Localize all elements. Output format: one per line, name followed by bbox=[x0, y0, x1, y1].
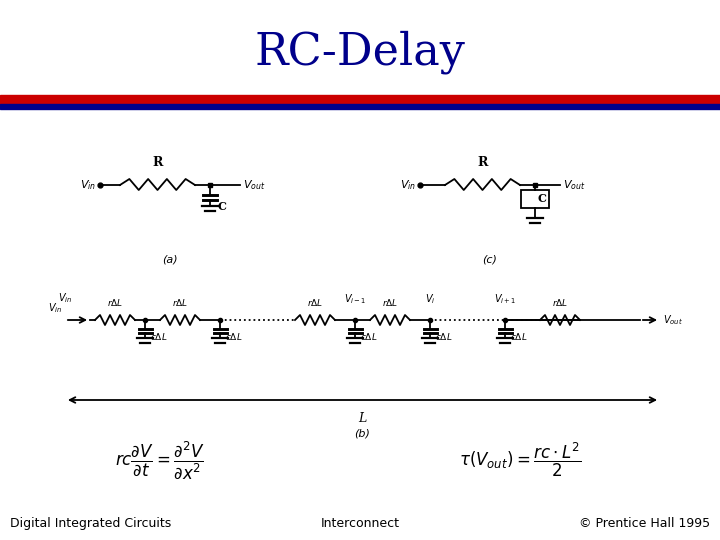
Bar bbox=[521, 190, 549, 208]
Text: R: R bbox=[477, 156, 487, 169]
Text: © Prentice Hall 1995: © Prentice Hall 1995 bbox=[579, 517, 710, 530]
Text: RC-Delay: RC-Delay bbox=[255, 30, 465, 74]
Text: $V_{out}$: $V_{out}$ bbox=[663, 313, 683, 327]
Text: $rc\dfrac{\partial V}{\partial t}=\dfrac{\partial^{2}V}{\partial x^{2}}$: $rc\dfrac{\partial V}{\partial t}=\dfrac… bbox=[115, 439, 204, 481]
Text: Digital Integrated Circuits: Digital Integrated Circuits bbox=[10, 517, 171, 530]
Text: L: L bbox=[359, 412, 366, 425]
Text: $\tau(V_{out})=\dfrac{rc\cdot L^{2}}{2}$: $\tau(V_{out})=\dfrac{rc\cdot L^{2}}{2}$ bbox=[459, 441, 581, 479]
Text: $c\Delta L$: $c\Delta L$ bbox=[360, 332, 377, 342]
Text: $V_{i+1}$: $V_{i+1}$ bbox=[494, 292, 516, 306]
Text: $V_{i-1}$: $V_{i-1}$ bbox=[343, 292, 366, 306]
Text: $V_{in}$: $V_{in}$ bbox=[48, 301, 62, 315]
Text: $V_i$: $V_i$ bbox=[425, 292, 436, 306]
Bar bbox=[0, 95, 720, 104]
Text: C: C bbox=[538, 193, 547, 205]
Text: $V_{in}$: $V_{in}$ bbox=[400, 178, 416, 192]
Text: $r\Delta L$: $r\Delta L$ bbox=[382, 297, 398, 308]
Text: (b): (b) bbox=[354, 428, 370, 438]
Text: $r\Delta L$: $r\Delta L$ bbox=[552, 297, 568, 308]
Bar bbox=[0, 104, 720, 109]
Text: $r\Delta L$: $r\Delta L$ bbox=[172, 297, 188, 308]
Text: $r\Delta L$: $r\Delta L$ bbox=[307, 297, 323, 308]
Text: $V_{in}$: $V_{in}$ bbox=[80, 178, 96, 192]
Text: (c): (c) bbox=[482, 255, 498, 265]
Text: $V_{out}$: $V_{out}$ bbox=[243, 178, 266, 192]
Text: $V_{in}$: $V_{in}$ bbox=[58, 291, 72, 305]
Text: $V_{out}$: $V_{out}$ bbox=[563, 178, 585, 192]
Text: Interconnect: Interconnect bbox=[320, 517, 400, 530]
Text: (a): (a) bbox=[162, 255, 178, 265]
Text: $c\Delta L$: $c\Delta L$ bbox=[150, 332, 168, 342]
Text: R: R bbox=[153, 156, 163, 169]
Text: $c\Delta L$: $c\Delta L$ bbox=[435, 332, 453, 342]
Text: $r\Delta L$: $r\Delta L$ bbox=[107, 297, 123, 308]
Text: C: C bbox=[218, 201, 227, 213]
Text: $c\Delta L$: $c\Delta L$ bbox=[510, 332, 528, 342]
Text: $c\Delta L$: $c\Delta L$ bbox=[225, 332, 243, 342]
